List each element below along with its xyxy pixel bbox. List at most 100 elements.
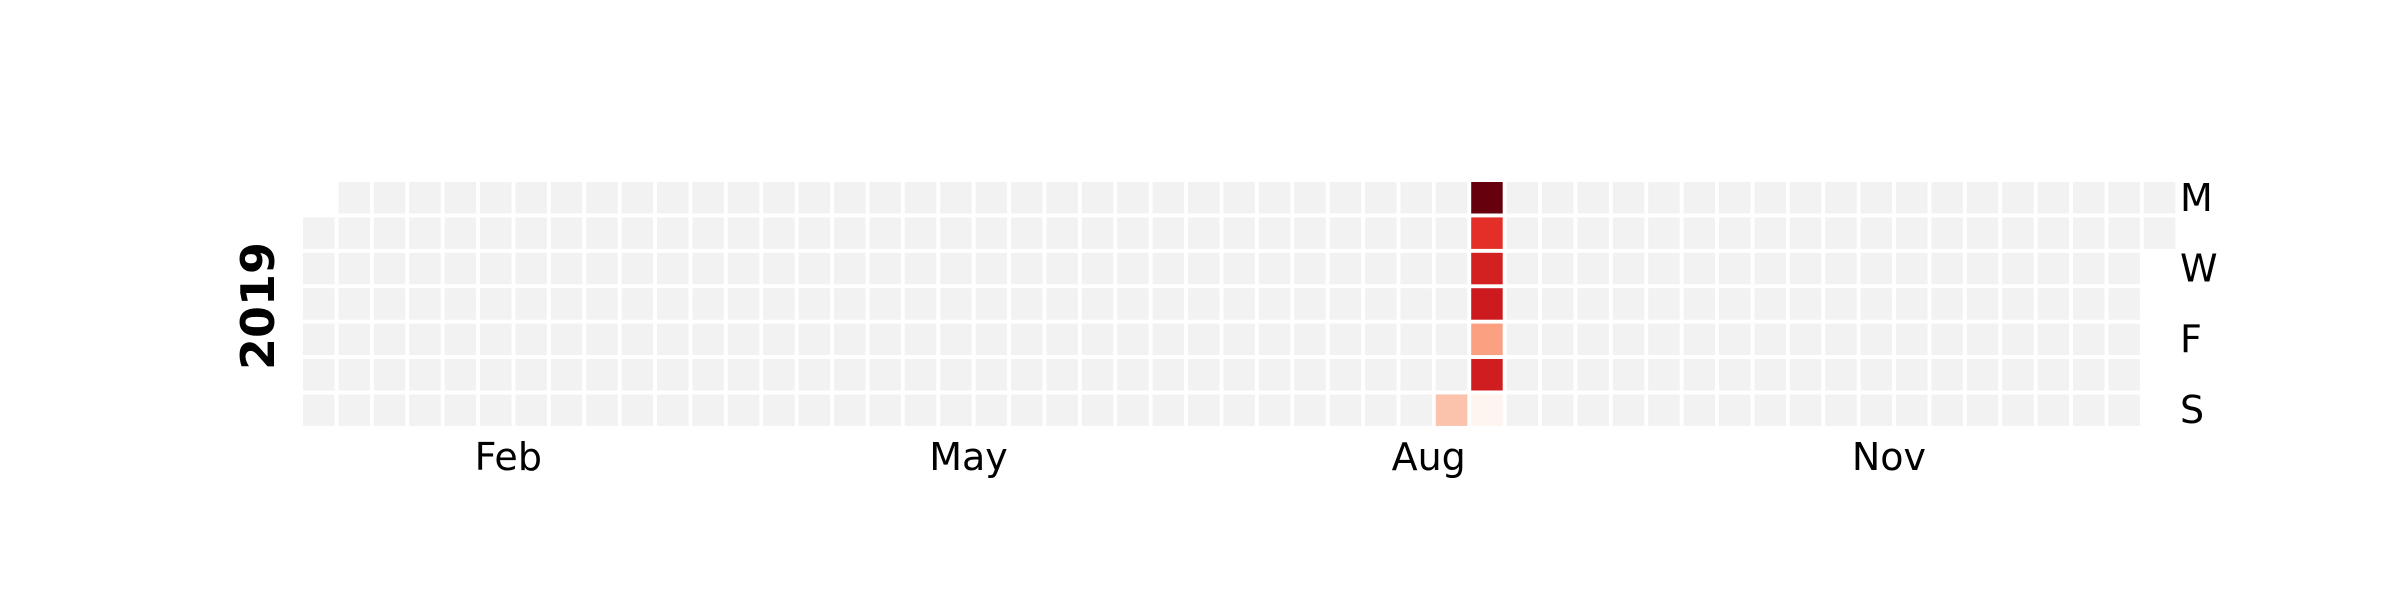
heatmap-cell-empty [763,359,795,391]
heatmap-cell-empty [975,323,1008,356]
day-label: M [2180,176,2213,220]
heatmap-cell-empty [1117,182,1149,214]
heatmap-cell-empty [2108,288,2140,320]
heatmap-cell-empty [373,217,406,249]
heatmap-cell-empty [1789,252,1822,285]
heatmap-cell-empty [940,217,972,249]
heatmap-cell-empty [1081,252,1114,285]
heatmap-cell-empty [1896,394,1928,426]
heatmap-cell-empty [480,252,512,285]
heatmap-cell-empty [1683,323,1716,356]
heatmap-cell-empty [373,323,406,356]
day-label: S [2180,388,2204,432]
heatmap-cell-empty [1329,217,1362,249]
heatmap-cell-empty [869,394,901,426]
month-label: Nov [1852,435,1926,479]
heatmap-cell-empty [1435,252,1468,285]
heatmap-cell-empty [1719,252,1751,285]
heatmap-cell-empty [373,288,406,320]
heatmap-cell-empty [1117,323,1149,356]
heatmap-cell-empty [621,288,654,320]
heatmap-cell-empty [1931,182,1963,214]
heatmap-cell-empty [1294,217,1326,249]
heatmap-cell-empty [444,323,477,356]
heatmap-cell-empty [1435,182,1468,214]
heatmap-cell-empty [869,323,901,356]
heatmap-cell-empty [1400,394,1432,426]
day-label: F [2180,317,2202,361]
heatmap-cell-empty [1612,182,1645,214]
heatmap-cell-empty [1860,359,1893,391]
heatmap-cell-empty [1365,217,1397,249]
heatmap-cell-empty [975,217,1008,249]
heatmap-cell-empty [373,359,406,391]
heatmap-cell-empty [444,288,477,320]
heatmap-cell-empty [1896,323,1928,356]
heatmap-cell-empty [763,394,795,426]
heatmap-cell-empty [1117,288,1149,320]
heatmap-cell-empty [1648,323,1680,356]
heatmap-cell-empty [1789,217,1822,249]
heatmap-cell-empty [444,394,477,426]
heatmap-cell-empty [834,252,866,285]
heatmap-cell-empty [409,394,441,426]
heatmap-cell-empty [409,182,441,214]
heatmap-cell-empty [1966,217,1999,249]
heatmap-cell-empty [904,394,937,426]
heatmap-cell-empty [1825,252,1857,285]
heatmap-cell-empty [409,288,441,320]
heatmap-cell-empty [1719,323,1751,356]
heatmap-cell-empty [1648,359,1680,391]
heatmap-cell-empty [1152,217,1185,249]
heatmap-cell-empty [1435,217,1468,249]
heatmap-cell-empty [1683,252,1716,285]
heatmap-cell-empty [1223,217,1255,249]
heatmap-cell-empty [1258,252,1291,285]
heatmap-cell-empty [1223,394,1255,426]
heatmap-cell-empty [586,359,618,391]
heatmap-cell-empty [621,217,654,249]
day-label: W [2180,247,2218,291]
heatmap-cell-empty [1152,182,1185,214]
heatmap-cell-empty [869,288,901,320]
heatmap-cell-empty [692,252,724,285]
heatmap-cell-empty [1648,217,1680,249]
heatmap-cell-empty [2002,288,2034,320]
heatmap-cell-empty [1896,252,1928,285]
heatmap-cell-empty [1931,394,1963,426]
heatmap-cell-empty [657,182,689,214]
heatmap-cell-empty [798,323,831,356]
heatmap-cell-empty [1081,288,1114,320]
heatmap-cell-empty [1931,359,1963,391]
heatmap-cell-empty [2143,217,2176,249]
heatmap-cell-empty [940,359,972,391]
heatmap-cell-empty [586,252,618,285]
heatmap-cell-empty [727,182,760,214]
heatmap-cell-empty [444,252,477,285]
heatmap-cell-empty [1435,323,1468,356]
month-labels: Feb May Aug Nov [475,435,1926,479]
heatmap-cell-empty [1754,394,1786,426]
heatmap-cell-empty [515,288,547,320]
heatmap-cell-empty [586,323,618,356]
month-label: Feb [475,435,542,479]
heatmap-cell-empty [1612,288,1645,320]
heatmap-cell-empty [1577,217,1609,249]
heatmap-cell-empty [1966,359,1999,391]
heatmap-cell-empty [1825,359,1857,391]
heatmap-cell-empty [692,359,724,391]
heatmap-cell-empty [2002,217,2034,249]
heatmap-cell-empty [480,394,512,426]
heatmap-cell-empty [869,217,901,249]
heatmap-cell-empty [1542,394,1574,426]
heatmap-cell-empty [1789,182,1822,214]
heatmap-cell-empty [621,252,654,285]
heatmap-cell-empty [904,359,937,391]
heatmap-cell-empty [1648,252,1680,285]
heatmap-cell-empty [1046,182,1078,214]
heatmap-cell-empty [692,323,724,356]
heatmap-cell-empty [1188,288,1220,320]
heatmap-cell-empty [480,182,512,214]
heatmap-cell-empty [515,182,547,214]
heatmap-cell-empty [1400,288,1432,320]
